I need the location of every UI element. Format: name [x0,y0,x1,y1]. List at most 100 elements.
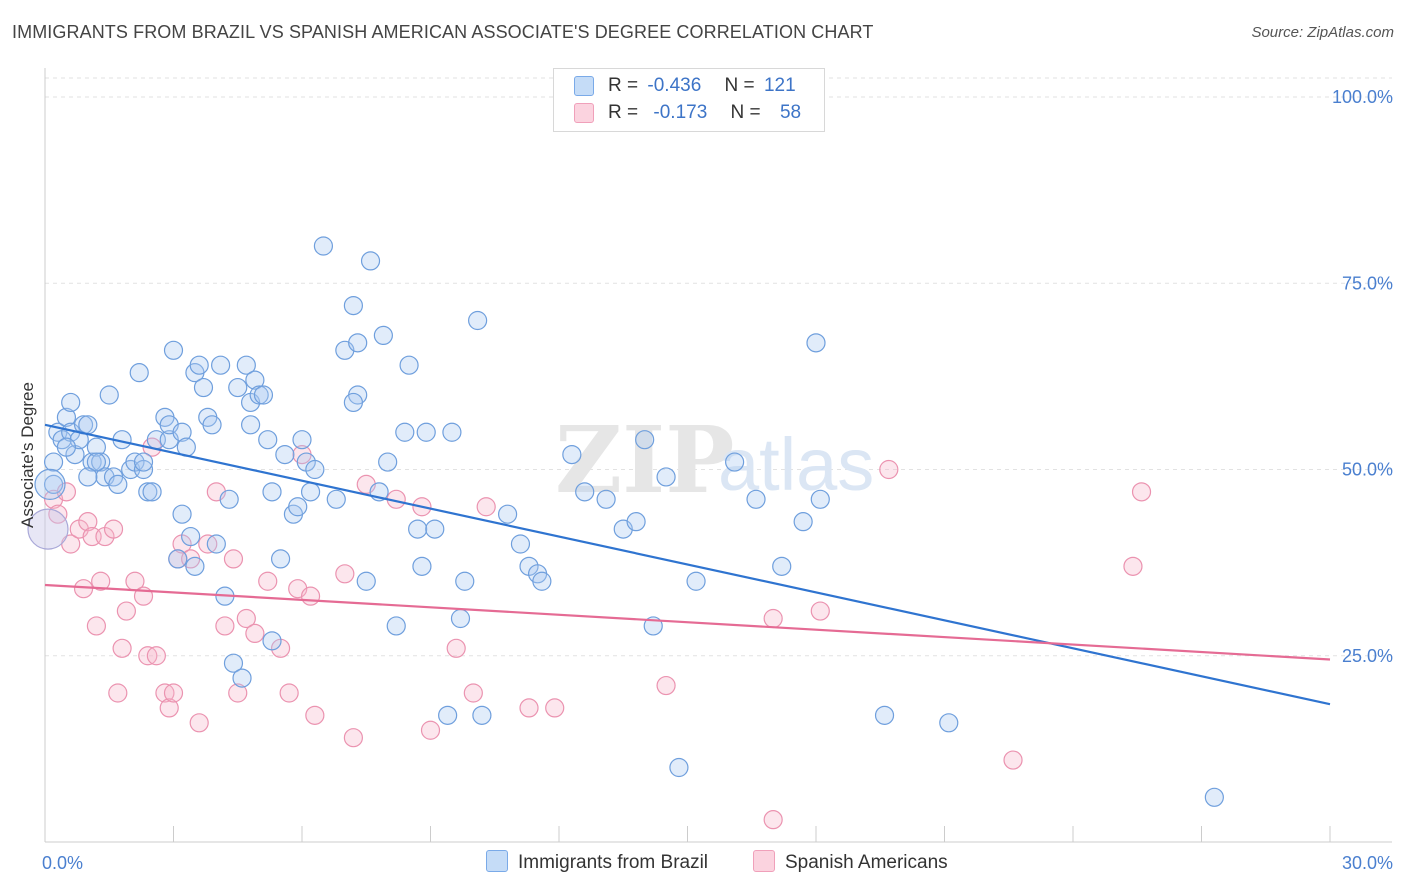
brazil-point [78,467,98,487]
brazil-point [91,452,111,472]
brazil-point [343,296,363,316]
brazil-swatch [574,75,594,96]
brazil-point [348,333,368,353]
brazil-point [425,519,445,539]
brazil-point [275,445,295,465]
spanish-point [78,512,98,532]
brazil-point [575,482,595,502]
brazil-point [343,392,363,413]
legend-item-brazil: Immigrants from Brazil [486,850,708,874]
y-axis-title: Associate's Degree [18,382,37,528]
brazil-point [472,705,492,725]
spanish-point [463,683,483,703]
brazil-point [142,482,162,502]
chart-title: IMMIGRANTS FROM BRAZIL VS SPANISH AMERIC… [12,22,874,42]
spanish-point [116,601,136,621]
spanish-point [245,623,265,644]
spanish-point [108,683,128,703]
brazil-point [412,556,432,576]
brazil-point [510,534,531,554]
brazil-point [468,310,488,331]
brazil-point [223,653,244,673]
spanish-point [1003,750,1023,770]
brazil-point [172,422,192,442]
y-tick-label: 25.0% [1342,646,1393,666]
n-value: 58 [779,102,802,123]
brazil-point [219,489,239,509]
spanish-point [300,586,321,606]
brazil-point [27,508,69,550]
brazil-point [416,422,436,442]
spanish-point [810,601,830,621]
brazil-point [78,415,98,435]
brazil-point [386,616,406,636]
spanish-point [545,698,565,718]
tick-labels: 100.0% 75.0% 50.0% 25.0% 0.0% 30.0% [42,87,1393,873]
brazil-point [211,355,231,375]
brazil-point [262,482,282,502]
brazil-point [193,377,214,398]
source-label: Source: ZipAtlas.com [1251,24,1394,41]
watermark-atlas: atlas [718,423,874,506]
brazil-point [172,504,192,524]
r-value: -0.173 [653,102,708,123]
spanish-point [343,728,363,748]
brazil-point [395,422,415,442]
brazil-point [181,526,201,547]
brazil-point [202,415,222,435]
brazil-point [262,631,282,651]
brazil-point [86,452,107,472]
trend-lines [44,423,1331,706]
brazil-point [34,468,66,500]
brazil-point [189,355,209,375]
spanish-point [879,459,899,480]
r-value: -0.436 [647,75,702,96]
brazil-point [635,430,655,450]
brazil-legend-swatch [486,850,508,872]
brazil-point [133,452,154,472]
x-tick-label-max: 30.0% [1342,853,1393,873]
spanish-point [305,705,325,725]
spanish-point [146,646,166,666]
brazil-point [61,392,81,413]
spanish-point [763,608,783,629]
brazil-point [746,489,766,509]
brazil-point [56,437,77,457]
brazil-point [562,445,582,465]
brazil-point [185,556,205,576]
brazil-point [206,534,226,554]
brazil-point [163,340,184,360]
spanish-point [189,713,209,733]
spanish-point [91,571,111,591]
brazil-point [455,571,475,591]
spanish-legend-swatch [753,850,775,872]
brazil-point [806,333,826,353]
watermark-zip: ZIP [555,406,734,514]
spanish-point [236,608,256,629]
brazil-point [133,459,154,480]
brazil-point [874,705,895,725]
brazil-point [656,467,676,487]
brazil-point [810,489,830,509]
brazil-point [99,385,119,405]
brazil-point [232,668,252,688]
brazil-point [378,452,398,472]
brazil-point [288,497,308,517]
brazil-point [56,407,77,427]
brazil-point [438,705,458,725]
spanish-point [258,571,278,591]
brazil-trend-line [44,423,1331,706]
spanish-point [112,638,132,658]
stats-row-spanish: R = -0.173 N = 58 [574,102,801,126]
legend-label: Spanish Americans [785,852,948,874]
n-value: 121 [763,75,796,96]
brazil-point [245,370,265,390]
spanish-point [656,675,676,696]
n-label: N = [724,75,755,96]
brazil-point [236,355,256,375]
spanish-point [420,720,441,740]
spanish-point [446,638,466,658]
brazil-point [168,549,188,569]
brazil-point [313,236,334,256]
stats-row-brazil: R = -0.436 N = 121 [574,75,796,99]
